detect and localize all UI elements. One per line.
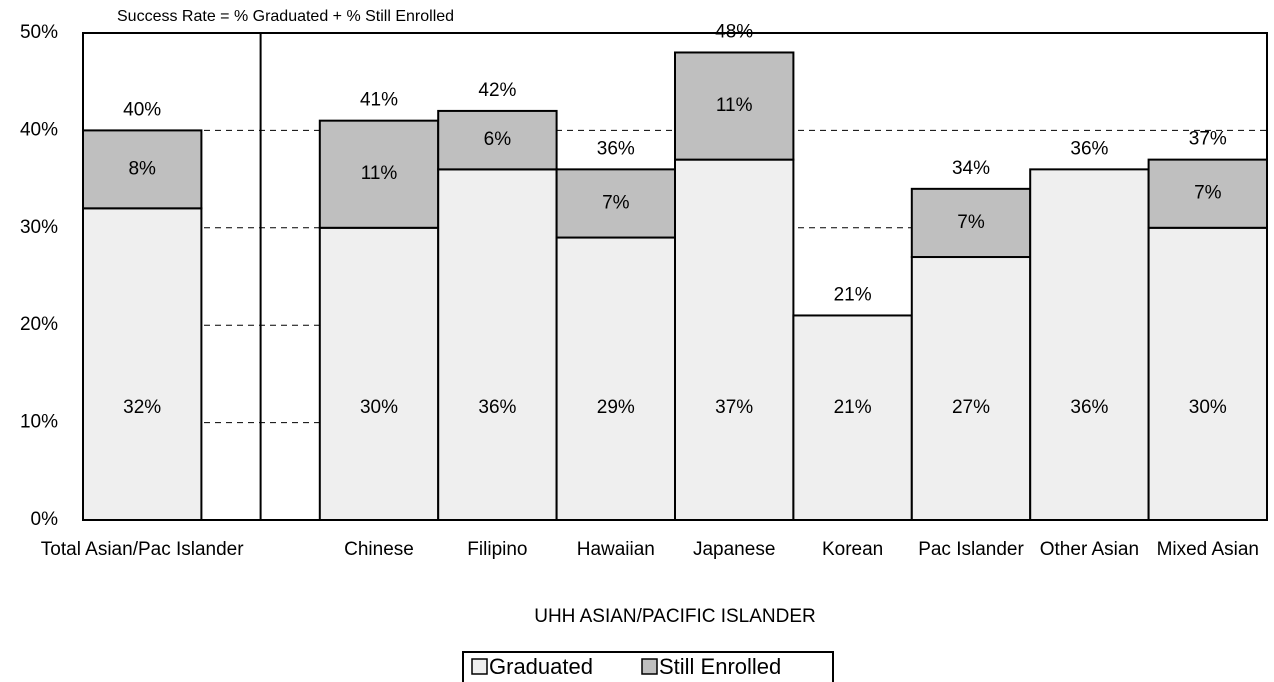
bar-segment (82, 207, 203, 521)
data-label: 27% (952, 397, 990, 418)
x-tick-label: Chinese (344, 539, 414, 560)
legend-swatch (641, 658, 658, 675)
bar-segment (318, 226, 440, 522)
data-label: 11% (361, 163, 398, 184)
x-axis-title: UHH ASIAN/PACIFIC ISLANDER (534, 606, 816, 627)
data-label: 7% (957, 212, 985, 233)
data-label: 21% (834, 397, 872, 418)
total-label: 36% (1070, 138, 1108, 159)
data-label: 30% (360, 397, 398, 418)
y-tick-label: 20% (20, 314, 58, 335)
bar-segment (1029, 168, 1150, 522)
bar-segment (437, 168, 558, 522)
y-tick-label: 0% (31, 509, 59, 530)
bar-segment (555, 236, 676, 521)
data-label: 6% (484, 129, 512, 150)
y-tick-label: 40% (20, 119, 58, 140)
total-label: 34% (952, 158, 990, 179)
x-tick-label: Hawaiian (577, 539, 655, 560)
y-tick-label: 50% (20, 22, 58, 43)
data-label: 7% (1194, 183, 1222, 204)
x-tick-label: Pac Islander (918, 539, 1024, 560)
legend-label: Graduated (489, 654, 593, 679)
data-label: 32% (123, 397, 161, 418)
legend-label: Still Enrolled (659, 654, 781, 679)
bar-segment (910, 256, 1032, 521)
legend-box (462, 651, 834, 682)
x-tick-label: Mixed Asian (1157, 539, 1259, 560)
total-label: 48% (715, 21, 753, 42)
bar-segment (82, 129, 203, 210)
y-tick-label: 30% (20, 217, 58, 238)
x-tick-label: Filipino (467, 539, 527, 560)
data-label: 11% (716, 95, 753, 116)
y-tick-label: 10% (20, 412, 58, 433)
legend-swatch (471, 658, 488, 675)
data-label: 8% (128, 158, 156, 179)
data-label: 29% (597, 397, 635, 418)
data-label: 7% (602, 192, 630, 213)
data-label: 30% (1189, 397, 1227, 418)
data-label: 36% (478, 397, 516, 418)
bar-segment (674, 158, 795, 521)
bar-segment (1147, 226, 1268, 522)
total-label: 37% (1189, 129, 1227, 150)
x-tick-label: Total Asian/Pac Islander (41, 539, 244, 560)
x-tick-label: Korean (822, 539, 883, 560)
bar-segment (318, 119, 440, 229)
total-label: 42% (478, 80, 516, 101)
plot-frame (82, 32, 1268, 521)
total-label: 40% (123, 99, 161, 120)
data-label: 36% (1070, 397, 1108, 418)
annotation: Success Rate = % Graduated + % Still Enr… (117, 8, 454, 25)
bar-segment (674, 51, 795, 161)
x-tick-label: Japanese (693, 539, 775, 560)
bar-segment (792, 314, 913, 521)
total-label: 36% (597, 138, 635, 159)
x-tick-label: Other Asian (1040, 539, 1139, 560)
data-label: 37% (715, 397, 753, 418)
total-label: 21% (834, 284, 872, 305)
bar-segment (437, 109, 558, 171)
total-label: 41% (360, 90, 398, 111)
